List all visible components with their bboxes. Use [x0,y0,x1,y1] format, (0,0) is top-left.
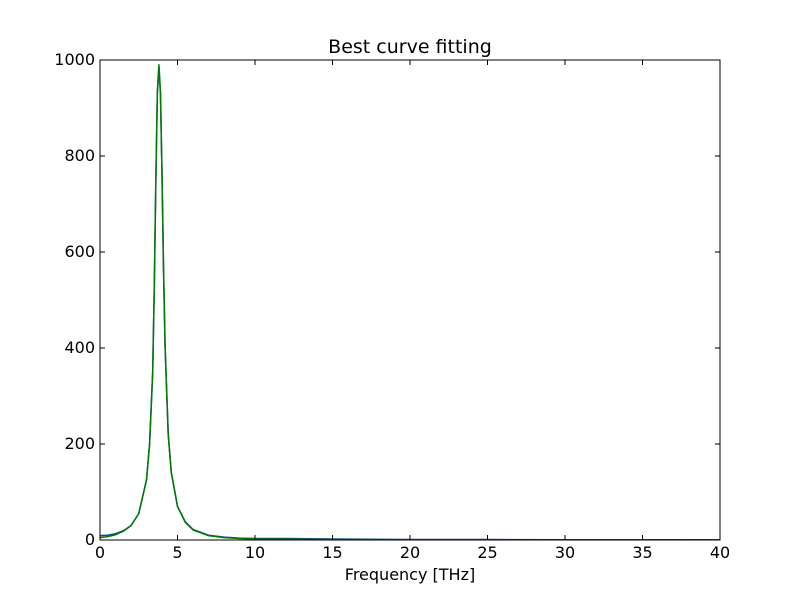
y-tick-label: 0 [85,530,95,549]
x-tick-label: 5 [172,543,182,562]
y-tick-label: 600 [64,242,95,261]
x-tick-label: 40 [710,543,730,562]
x-tick-label: 10 [245,543,265,562]
x-tick-label: 20 [400,543,420,562]
x-tick-label: 30 [555,543,575,562]
axes-frame [99,59,721,541]
x-axis-label: Frequency [THz] [345,565,475,584]
chart-title: Best curve fitting [328,36,492,58]
y-tick-label: 200 [64,434,95,453]
series-line-1 [100,66,720,540]
series-line-2 [100,64,720,540]
x-tick-label: 0 [95,543,105,562]
y-tick-label: 1000 [54,50,95,69]
y-tick-label: 400 [64,338,95,357]
x-tick-label: 15 [322,543,342,562]
x-tick-label: 35 [632,543,652,562]
x-tick-label: 25 [477,543,497,562]
y-tick-label: 800 [64,146,95,165]
